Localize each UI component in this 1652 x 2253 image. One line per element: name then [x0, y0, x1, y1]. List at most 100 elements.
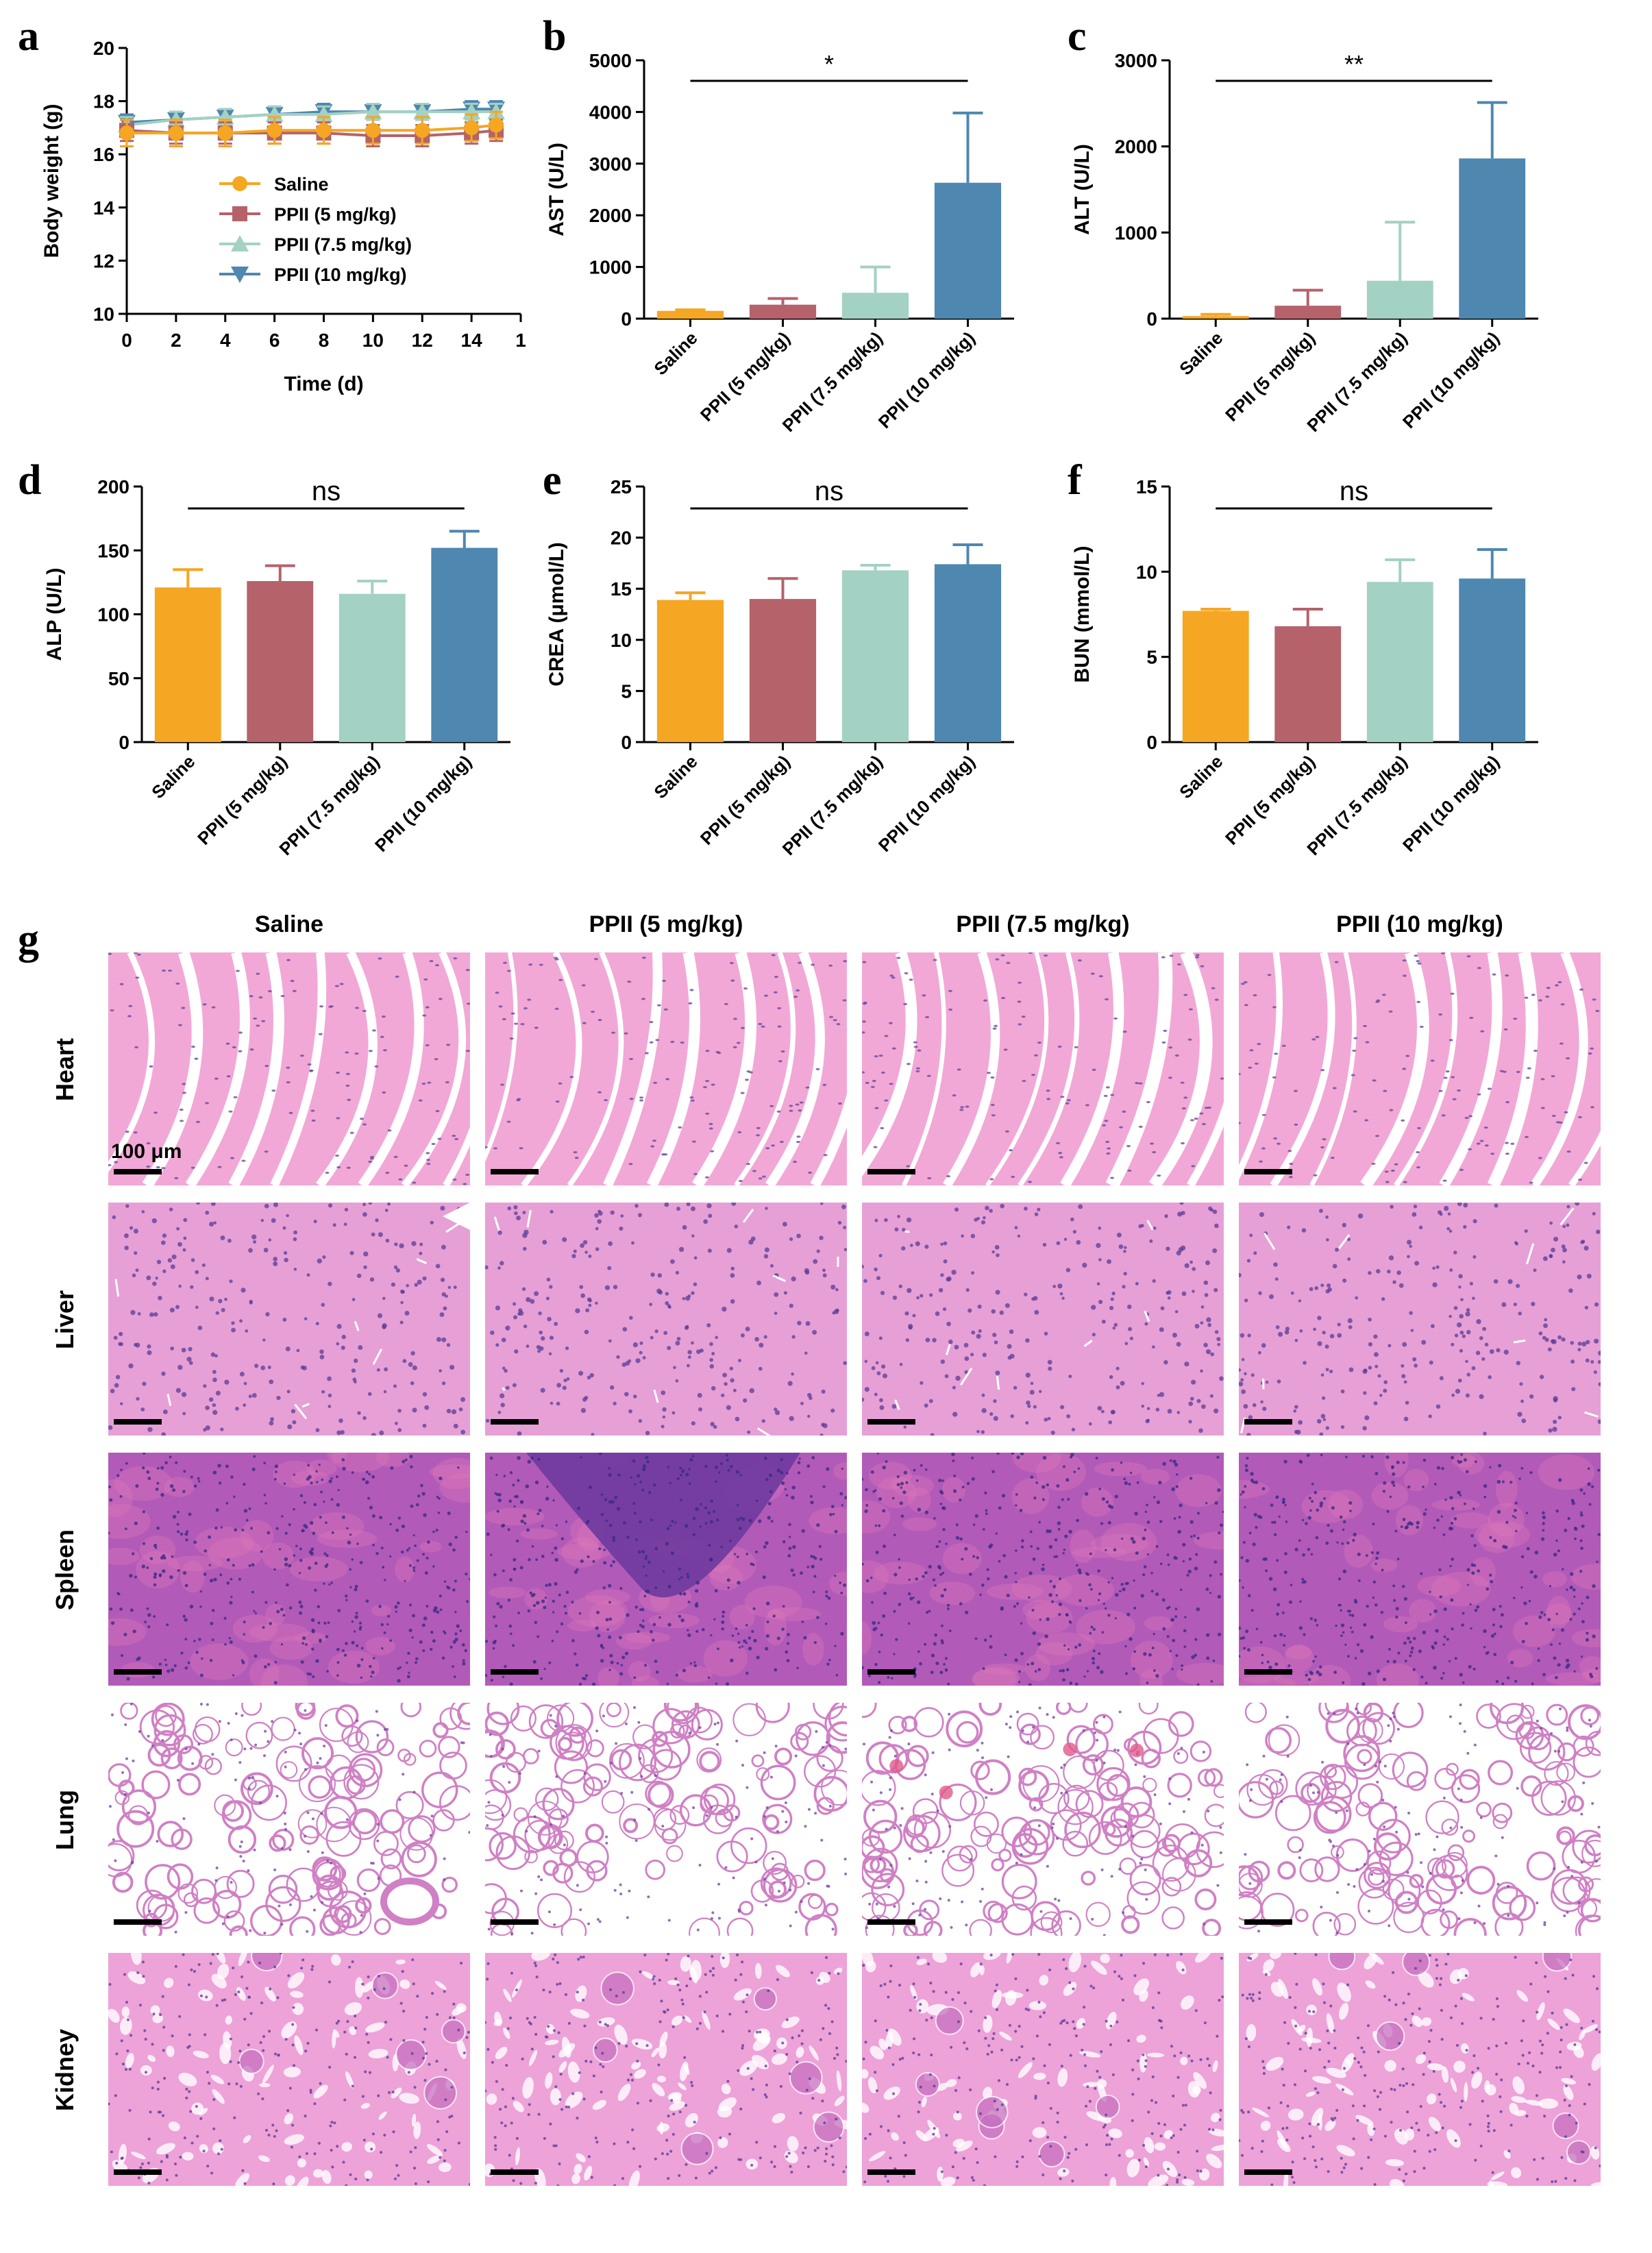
scale-bar: [867, 2169, 915, 2175]
x-tick-label: PPII (10 mg/kg): [1398, 328, 1503, 432]
significance-label: ns: [1340, 476, 1368, 506]
histology-image-spleen: [862, 1453, 1224, 1686]
histology-row-label: Kidney: [51, 2028, 79, 2112]
x-tick-label: PPII (5 mg/kg): [1221, 328, 1319, 426]
x-tick-label: 1: [515, 330, 526, 351]
bar: [749, 599, 817, 742]
histology-image-lung: [108, 1703, 470, 1936]
x-tick-label: PPII (10 mg/kg): [371, 751, 476, 856]
scale-bar: [867, 1419, 915, 1425]
data-point: [365, 123, 381, 138]
panel-label-a: a: [18, 13, 39, 60]
y-tick-label: 16: [93, 144, 114, 165]
y-tick-label: 25: [611, 476, 632, 497]
histology-row-label: Spleen: [51, 1529, 79, 1611]
panel-label-g: g: [18, 916, 39, 963]
histology-row-label: Liver: [51, 1290, 79, 1350]
legend-marker: [231, 267, 249, 283]
y-tick-label: 0: [119, 732, 130, 753]
bar: [1366, 280, 1433, 319]
significance-label: ns: [312, 476, 341, 506]
histology-image-spleen: [1239, 1453, 1601, 1686]
data-point: [489, 117, 504, 133]
y-tick-label: 2000: [589, 205, 632, 226]
scale-bar: [114, 1169, 162, 1174]
bar: [749, 304, 817, 319]
bar: [1459, 158, 1526, 319]
y-axis-label: Body weight (g): [40, 104, 63, 258]
y-tick-label: 3000: [589, 153, 632, 175]
bar: [934, 564, 1002, 742]
y-tick-label: 50: [108, 668, 130, 689]
histology-column-label: PPII (7.5 mg/kg): [956, 911, 1130, 937]
scale-bar: [1244, 1919, 1292, 1925]
histology-image-liver: [862, 1203, 1224, 1436]
legend-label: PPII (5 mg/kg): [274, 204, 397, 225]
x-tick-label: Saline: [1175, 328, 1226, 379]
data-point: [267, 123, 282, 138]
chart-a: 10 12 14 16 18 20 0 2 4 6 8 10 12 14 1 Time (d) Body wei…: [40, 38, 526, 395]
histology-column-label: PPII (5 mg/kg): [589, 911, 743, 937]
x-tick-label: 6: [269, 330, 280, 351]
x-tick-label: PPII (10 mg/kg): [1398, 751, 1503, 856]
data-point: [217, 125, 233, 141]
y-tick-label: 3000: [1115, 50, 1157, 71]
x-tick-label: PPII (7.5 mg/kg): [275, 751, 383, 859]
scale-bar: [114, 1419, 162, 1425]
scale-bar: [114, 1919, 162, 1925]
scale-bar: [491, 1419, 539, 1425]
bar: [1182, 316, 1249, 319]
y-tick-label: 2000: [1115, 136, 1157, 158]
y-tick-label: 5: [1146, 647, 1157, 668]
histology-row-label: Heart: [51, 1037, 79, 1102]
x-tick-label: PPII (5 mg/kg): [696, 328, 794, 426]
x-tick-label: Saline: [147, 751, 199, 802]
bar: [1274, 306, 1342, 319]
y-tick-label: 100: [97, 604, 130, 626]
scale-bar: [114, 1669, 162, 1675]
x-tick-label: 12: [412, 330, 433, 351]
y-tick-label: 15: [611, 578, 632, 600]
bar: [1366, 582, 1433, 742]
x-tick-label: PPII (10 mg/kg): [874, 751, 979, 856]
y-axis-label: ALT (U/L): [1071, 144, 1094, 235]
y-tick-label: 5: [621, 680, 632, 702]
y-tick-label: 0: [1146, 732, 1157, 753]
scale-bar: [1244, 1669, 1292, 1675]
histology-image-heart: [108, 952, 470, 1185]
scale-bar: [491, 1169, 539, 1174]
y-tick-label: 10: [93, 304, 114, 325]
y-tick-label: 20: [611, 528, 632, 549]
scale-bar: [114, 2169, 162, 2175]
panel-label-d: d: [18, 457, 42, 504]
histology-image-kidney: [485, 1953, 847, 2186]
x-tick-label: PPII (7.5 mg/kg): [1303, 328, 1411, 436]
y-axis-label: ALP (U/L): [43, 567, 66, 661]
y-tick-label: 14: [93, 197, 115, 219]
y-tick-label: 0: [621, 308, 632, 330]
y-tick-label: 15: [1136, 476, 1157, 497]
y-tick-label: 18: [93, 91, 114, 112]
histology-image-heart: [862, 952, 1224, 1185]
histology-image-spleen: [108, 1453, 470, 1686]
y-tick-label: 20: [93, 38, 114, 59]
scale-bar: [1244, 2169, 1292, 2175]
legend-label: PPII (7.5 mg/kg): [274, 234, 412, 255]
x-tick-label: Saline: [1175, 751, 1226, 802]
histology-image-lung: [862, 1703, 1224, 1936]
bar: [1182, 611, 1249, 742]
x-tick-label: Saline: [650, 751, 701, 802]
legend-label: Saline: [274, 174, 329, 195]
panel-label-c: c: [1068, 13, 1087, 60]
y-tick-label: 1000: [1115, 222, 1157, 243]
histology-image-heart: [485, 952, 847, 1185]
x-tick-label: 14: [461, 330, 483, 351]
x-tick-label: PPII (7.5 mg/kg): [1303, 751, 1411, 859]
x-tick-label: 4: [220, 330, 231, 351]
bar: [841, 570, 909, 742]
x-tick-label: PPII (10 mg/kg): [874, 328, 979, 432]
